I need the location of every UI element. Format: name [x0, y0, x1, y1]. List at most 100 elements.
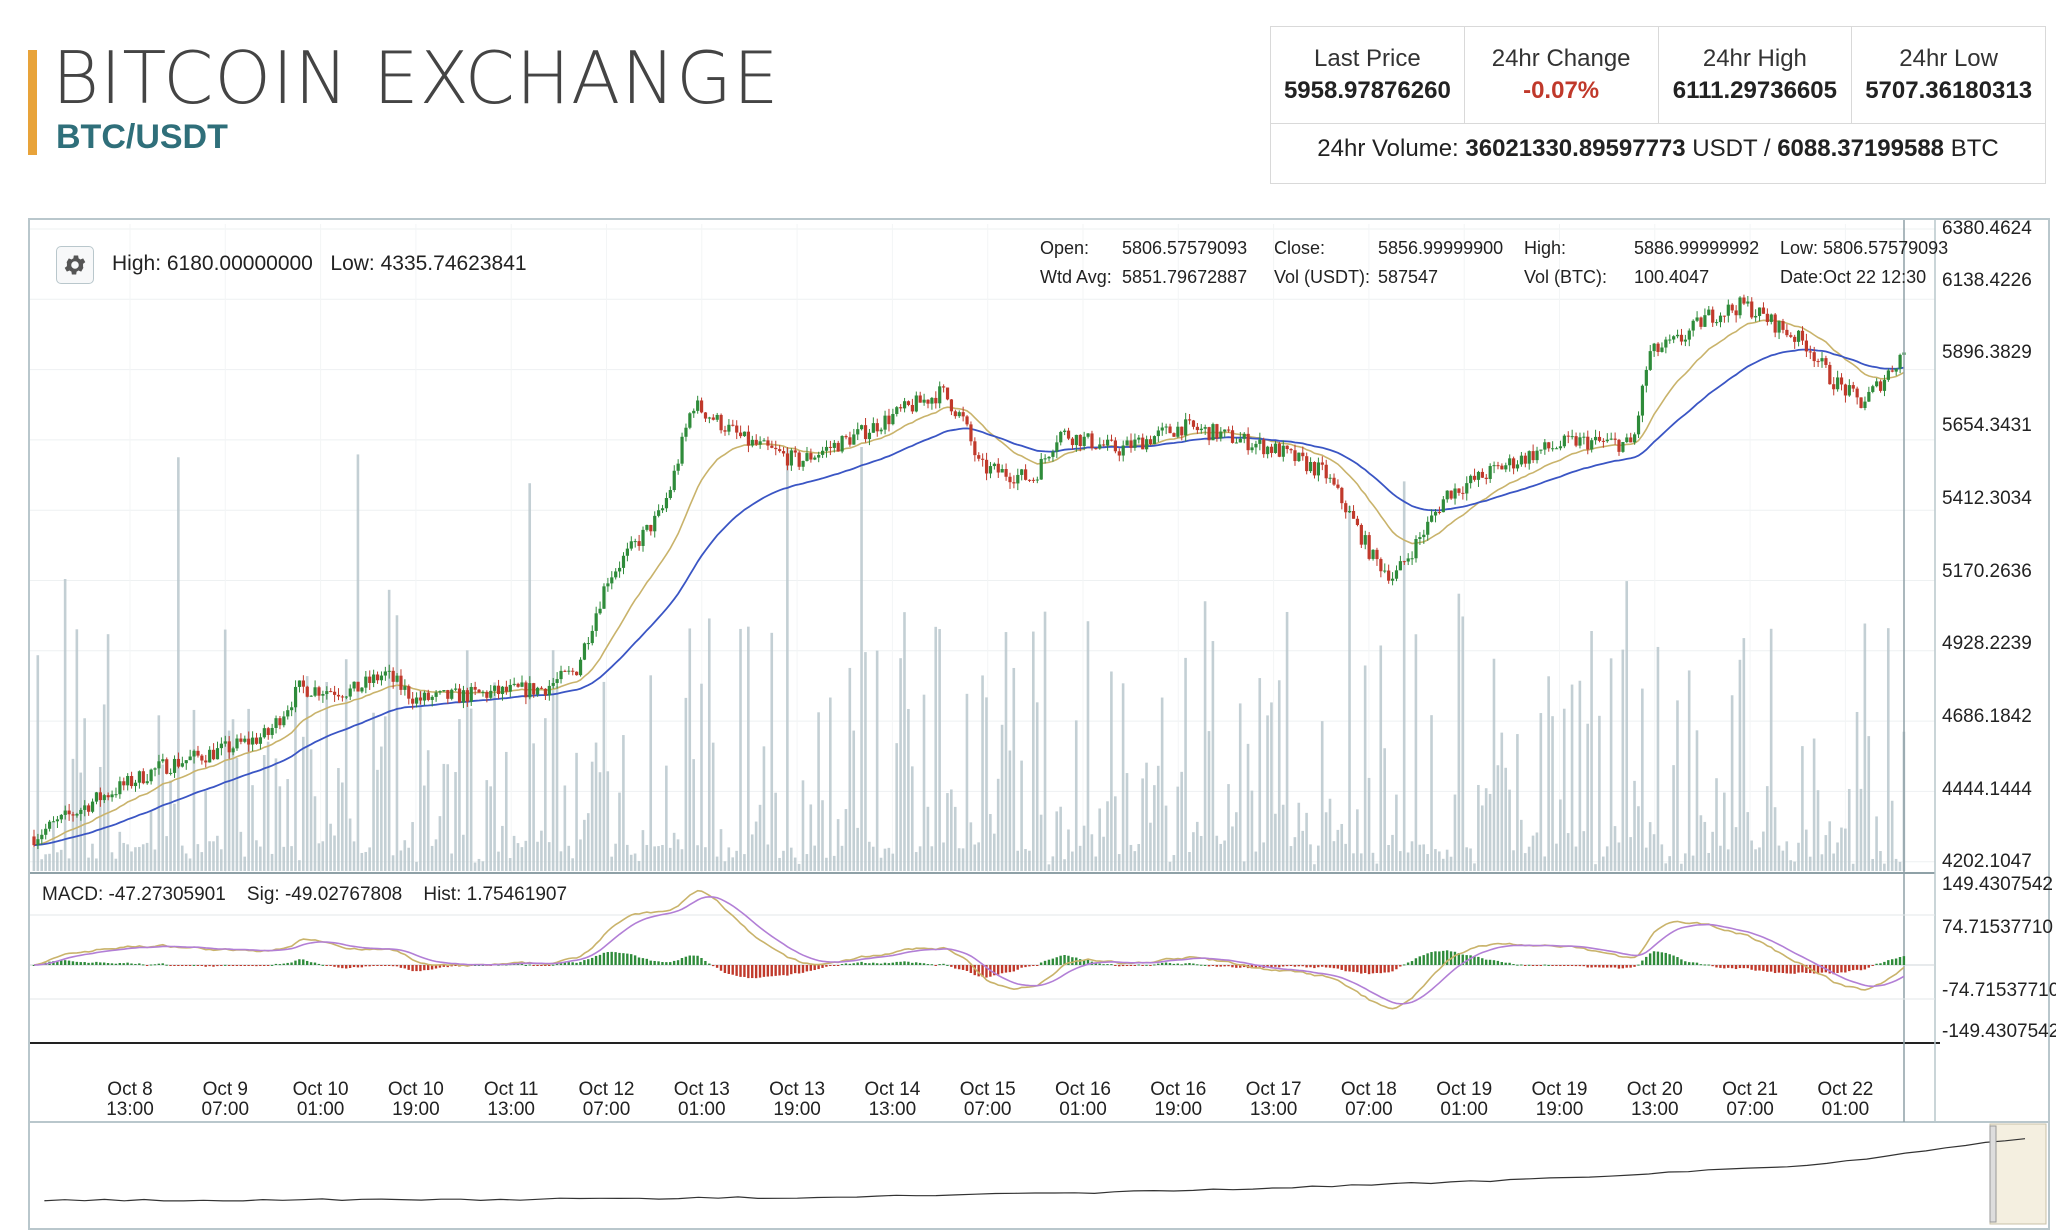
volume-bar [98, 766, 102, 871]
candle-body [1156, 430, 1160, 437]
time-axis-tick: Oct 19 [1531, 1079, 1588, 1100]
macd-hist-bar [1157, 963, 1160, 965]
macd-hist-bar [1227, 965, 1230, 967]
volume-bar [1543, 856, 1547, 871]
candle-body [1332, 477, 1336, 485]
macd-hist-bar [544, 965, 547, 966]
volume-bar [465, 650, 469, 871]
candle-body [1223, 429, 1227, 432]
macd-hist-bar [1594, 965, 1597, 968]
macd-hist-bar [602, 952, 606, 965]
candle-body [1590, 440, 1594, 450]
volume-bar [493, 682, 496, 871]
volume-bar [1789, 860, 1792, 871]
volume-bar [1398, 851, 1402, 871]
volume-bar [219, 849, 223, 871]
macd-hist-bar [376, 965, 379, 966]
macd-hist-bar [1559, 965, 1562, 967]
macd-hist-bar [204, 965, 207, 967]
macd-hist-bar [1438, 951, 1441, 965]
macd-hist-bar [598, 954, 602, 965]
macd-hist-bar [231, 965, 235, 966]
volume-bar [1477, 784, 1480, 871]
candle-body [188, 756, 192, 761]
macd-hist-bar [87, 962, 90, 965]
macd-hist-bar [1051, 958, 1055, 965]
candle-body [286, 710, 290, 717]
chart-panel[interactable] [28, 218, 2050, 1230]
volume-bar [1590, 631, 1593, 871]
candle-body [59, 814, 63, 820]
volume-bar [1871, 858, 1874, 871]
volume-bar [1555, 843, 1558, 871]
macd-hist-bar [1500, 962, 1503, 965]
candle-body [325, 691, 329, 695]
candle-body [590, 630, 594, 644]
candle-body [1336, 484, 1340, 488]
volume-bar [434, 839, 438, 871]
candle-body [129, 776, 134, 787]
volume-bar [1172, 855, 1176, 871]
candle-body [1886, 370, 1890, 380]
chart-settings-button[interactable] [56, 246, 94, 284]
macd-hist-bar [1184, 963, 1187, 965]
macd-hist-bar [1391, 965, 1394, 972]
macd-hist-bar [973, 965, 976, 976]
macd-hist-bar [223, 964, 227, 966]
volume-bar [786, 447, 789, 871]
candle-body [411, 698, 415, 704]
candle-body [211, 749, 216, 760]
candle-body [1059, 431, 1063, 443]
volume-bar [969, 822, 973, 871]
candle-body [1863, 401, 1867, 408]
candle-body [1882, 379, 1887, 391]
candle-body [1828, 364, 1832, 385]
macd-hist-bar [723, 965, 727, 974]
volume-bar [290, 846, 293, 871]
volume-bar [1840, 827, 1843, 871]
volume-bar [782, 850, 785, 871]
macd-hist-bar [918, 962, 922, 965]
candle-body [1168, 426, 1172, 434]
candle-body [133, 782, 138, 787]
volume-bar [977, 842, 980, 871]
candle-body [1363, 535, 1367, 545]
macd-hist-bar [1793, 965, 1796, 974]
candle-body [1258, 439, 1262, 444]
volume-bar [1383, 748, 1386, 871]
candle-body [910, 404, 914, 412]
candle-body [422, 692, 426, 701]
macd-hist-bar [1789, 965, 1792, 974]
candle-body [1160, 427, 1164, 431]
macd-hist-bar [1727, 965, 1730, 968]
navigator-handle-left [1989, 1125, 1997, 1223]
macd-hist-bar [1461, 954, 1464, 965]
macd-hist-bar [575, 962, 578, 965]
candle-body [192, 750, 196, 757]
volume-bar [766, 844, 770, 871]
candle-body [278, 718, 282, 726]
price-axis-tick: 4686.1842 [1942, 706, 2032, 727]
candle-body [1547, 442, 1551, 449]
volume-bar [657, 846, 660, 871]
macd-hist-bar [1902, 956, 1906, 965]
volume-bar [1289, 846, 1293, 871]
macd-hist-bar [1656, 951, 1660, 965]
macd-hist-bar [1114, 965, 1117, 966]
candle-body [1754, 315, 1758, 318]
macd-hist-bar [1426, 953, 1429, 965]
candle-body [32, 836, 36, 846]
candle-body [805, 453, 809, 461]
volume-bar [1125, 773, 1129, 871]
candle-body [1734, 310, 1738, 316]
macd-hist-bar [961, 965, 965, 970]
candle-body [1461, 492, 1465, 494]
candle-body [227, 741, 231, 753]
candle-body [1742, 297, 1746, 304]
candle-body [516, 683, 520, 687]
candle-body [1008, 476, 1012, 483]
volume-bar [1504, 767, 1507, 871]
volume-bar [1742, 638, 1746, 871]
candle-body [1558, 446, 1563, 449]
